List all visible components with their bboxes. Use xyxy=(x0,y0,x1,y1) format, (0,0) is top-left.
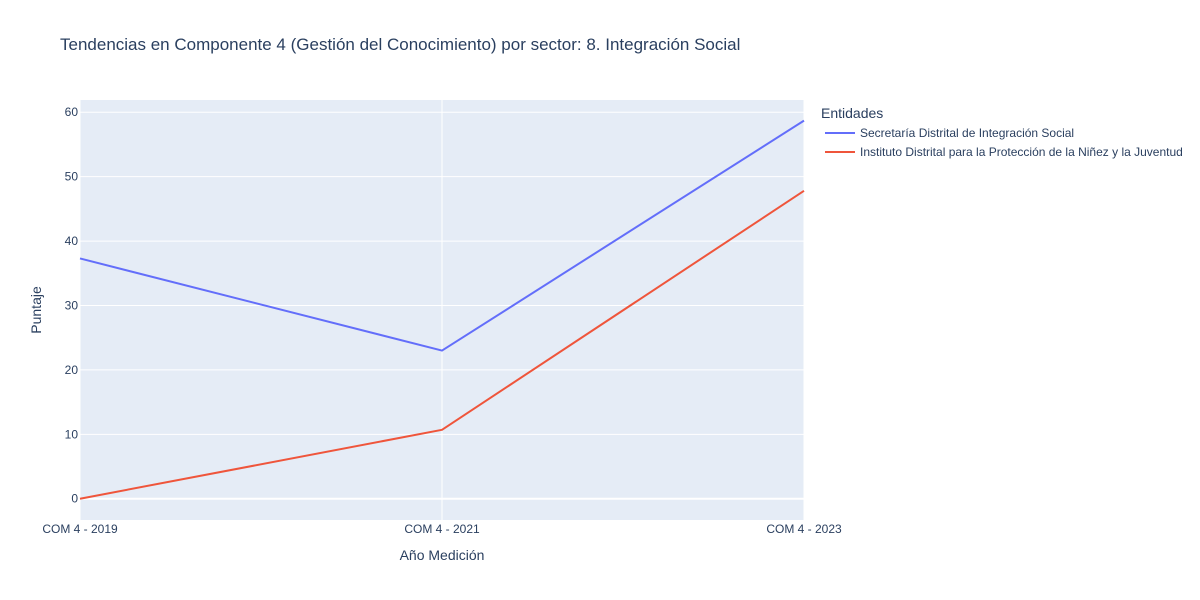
legend: Entidades Secretaría Distrital de Integr… xyxy=(821,105,1183,159)
series-line-1 xyxy=(79,119,805,352)
x-axis-title: Año Medición xyxy=(400,547,485,563)
y-tick-label: 60 xyxy=(65,105,79,119)
y-tick-label: 30 xyxy=(65,298,79,312)
series-line-2 xyxy=(79,189,805,500)
legend-title: Entidades xyxy=(821,105,883,121)
y-tick-labels: 0 10 20 30 40 50 60 xyxy=(65,105,79,506)
y-tick-label: 10 xyxy=(65,427,79,441)
legend-item-label-2: Instituto Distrital para la Protección d… xyxy=(860,145,1183,159)
series-lines xyxy=(79,119,805,500)
x-tick-labels: COM 4 - 2019 COM 4 - 2021 COM 4 - 2023 xyxy=(42,522,842,536)
y-tick-label: 50 xyxy=(65,170,79,184)
x-tick-label: COM 4 - 2019 xyxy=(42,522,118,536)
x-tick-label: COM 4 - 2021 xyxy=(404,522,480,536)
x-gridlines xyxy=(79,100,805,520)
y-tick-label: 0 xyxy=(71,492,78,506)
y-axis-title: Puntaje xyxy=(28,286,44,334)
legend-item-label-1: Secretaría Distrital de Integración Soci… xyxy=(860,126,1074,140)
chart-title: Tendencias en Componente 4 (Gestión del … xyxy=(60,35,740,54)
x-tick-label: COM 4 - 2023 xyxy=(766,522,842,536)
y-tick-label: 40 xyxy=(65,234,79,248)
y-tick-label: 20 xyxy=(65,363,79,377)
